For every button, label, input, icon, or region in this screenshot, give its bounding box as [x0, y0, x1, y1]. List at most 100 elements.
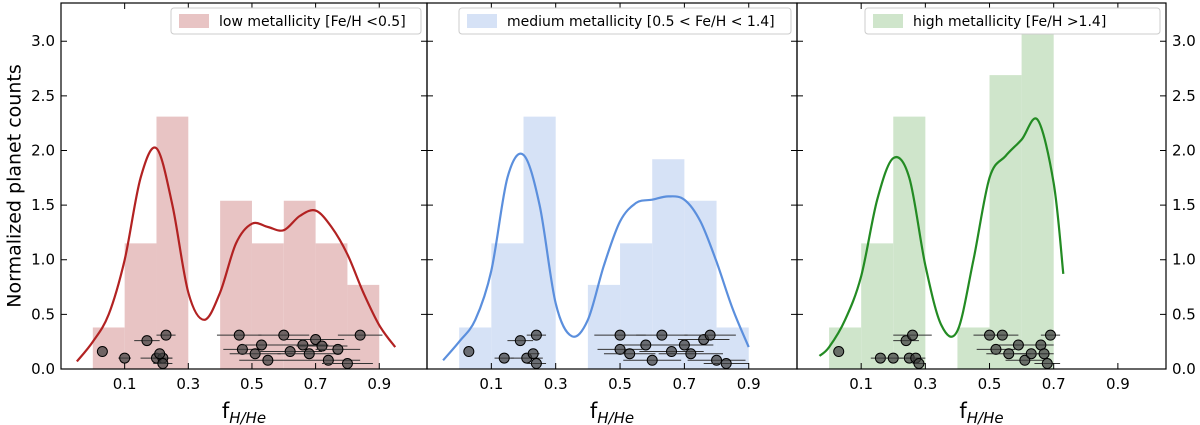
legend: high metallicity [Fe/H >1.4]	[864, 7, 1161, 35]
data-point	[614, 329, 626, 341]
data-point	[720, 358, 732, 369]
y-tick-label-right: 3.0	[1172, 32, 1196, 50]
data-point	[527, 348, 539, 360]
x-tick-label: 0.7	[304, 375, 328, 393]
x-tick-label: 0.1	[479, 375, 503, 393]
data-point	[262, 354, 274, 366]
histogram-bar	[861, 243, 894, 369]
x-axis-label: fH/He	[959, 399, 1003, 425]
y-tick-label-right: 2.5	[1172, 87, 1196, 105]
data-point	[236, 343, 248, 355]
data-point	[990, 343, 1002, 355]
kde-curve	[442, 152, 750, 362]
data-point	[1044, 329, 1056, 341]
chart-panel-2: 0.1 0.3 0.5 0.7 0.9 fH/He medium metallicity […	[426, 2, 798, 425]
histogram-bar	[989, 75, 1022, 369]
legend-box	[170, 7, 422, 35]
data-point	[354, 329, 366, 341]
data-point	[322, 354, 334, 366]
histogram-bar	[459, 327, 492, 369]
y-tick-label-right: 1.5	[1172, 196, 1196, 214]
x-tick-label: 0.1	[849, 375, 873, 393]
data-point	[530, 329, 542, 341]
y-tick-label-right: 0.0	[1172, 360, 1196, 378]
data-point	[141, 335, 153, 347]
data-point	[160, 329, 172, 341]
y-tick-label-right: 2.0	[1172, 141, 1196, 159]
data-point	[316, 340, 328, 352]
data-point	[514, 335, 526, 347]
histogram-bar	[347, 284, 380, 369]
plot-area	[442, 116, 750, 369]
data-point	[284, 346, 296, 358]
data-point	[1012, 339, 1024, 351]
legend-label: medium metallicity [0.5 < Fe/H < 1.4]	[507, 14, 775, 30]
data-point	[278, 329, 290, 341]
histogram-bar	[1021, 32, 1054, 369]
data-point	[996, 329, 1008, 341]
x-tick-label: 0.7	[672, 375, 696, 393]
data-point	[256, 339, 268, 351]
y-tick-label: 0.5	[31, 305, 55, 323]
y-tick-label: 2.0	[31, 141, 55, 159]
data-point	[498, 352, 510, 364]
data-point	[907, 329, 919, 341]
x-tick-label: 0.1	[113, 375, 137, 393]
legend: medium metallicity [0.5 < Fe/H < 1.4]	[458, 7, 792, 35]
data-point	[341, 358, 353, 369]
data-point	[678, 339, 690, 351]
data-point	[310, 334, 322, 346]
x-tick-label: 0.9	[737, 375, 761, 393]
x-tick-label: 0.5	[978, 375, 1002, 393]
data-point	[249, 348, 261, 360]
data-point	[154, 348, 166, 360]
y-tick-label: 3.0	[31, 32, 55, 50]
x-tick-label: 0.5	[608, 375, 632, 393]
data-point	[157, 358, 169, 369]
data-point	[297, 339, 309, 351]
data-point	[624, 348, 636, 360]
data-point	[704, 329, 716, 341]
x-tick-label: 0.5	[240, 375, 264, 393]
legend-swatch	[467, 14, 497, 28]
data-point	[332, 343, 344, 355]
x-tick-label: 0.9	[1106, 375, 1130, 393]
y-tick-label-right: 0.5	[1172, 305, 1196, 323]
legend-swatch	[873, 14, 903, 28]
legend-box	[458, 7, 792, 35]
data-point	[646, 354, 658, 366]
data-point	[1019, 354, 1031, 366]
x-tick-label: 0.3	[176, 375, 200, 393]
legend-label: high metallicity [Fe/H >1.4]	[913, 14, 1106, 30]
histogram-bar	[829, 327, 862, 369]
y-tick-label: 1.5	[31, 196, 55, 214]
data-point	[530, 358, 542, 369]
data-point	[1003, 348, 1015, 360]
panels: 0.1 0.3 0.5 0.7 0.9 0.0 0.5 1.0 1.5 2.0 2.5 3.0 fH/H…	[31, 2, 1196, 425]
y-axis-label: Normalized planet counts	[4, 64, 26, 308]
data-point	[913, 358, 925, 369]
panel-frame	[796, 2, 1167, 370]
data-point	[1038, 348, 1050, 360]
y-tick-label: 1.0	[31, 251, 55, 269]
data-point	[96, 346, 108, 358]
x-tick-label: 0.3	[544, 375, 568, 393]
data-point	[666, 346, 678, 358]
plot-area	[76, 116, 397, 369]
data-point	[233, 329, 245, 341]
x-tick-label: 0.9	[367, 375, 391, 393]
chart-panel-3: 0.1 0.3 0.5 0.7 0.9 0.0 0.5 1.0 1.5 2.0 2.5 3.0 fH/H…	[796, 2, 1196, 425]
legend-swatch	[179, 14, 209, 28]
data-point	[833, 346, 845, 358]
data-point	[614, 343, 626, 355]
histogram-bar	[124, 243, 157, 369]
x-axis-label: fH/He	[222, 399, 266, 425]
data-point	[119, 352, 131, 364]
data-point	[1041, 358, 1053, 369]
chart-panel-1: 0.1 0.3 0.5 0.7 0.9 0.0 0.5 1.0 1.5 2.0 2.5 3.0 fH/H…	[31, 2, 428, 425]
y-tick-label-right: 1.0	[1172, 251, 1196, 269]
data-point	[303, 348, 315, 360]
x-tick-label: 0.7	[1042, 375, 1066, 393]
histogram-bar	[587, 284, 621, 369]
